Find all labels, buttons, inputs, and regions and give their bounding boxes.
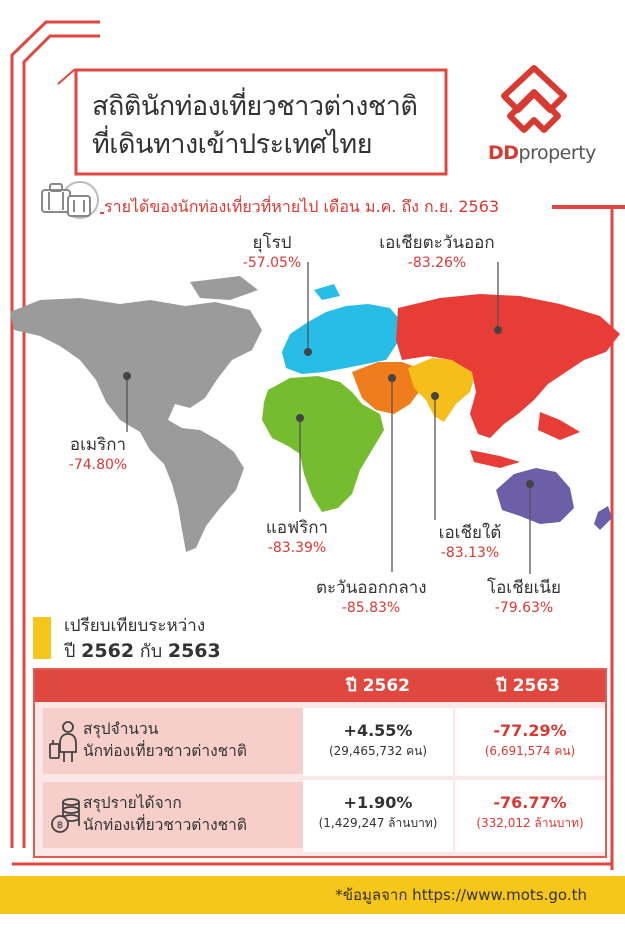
svg-text:฿: ฿ <box>57 820 63 831</box>
header-2563: ปี 2563 <box>495 676 561 696</box>
row-1-2563-value: -77.29% <box>493 721 567 740</box>
east-asia-name: เอเชียตะวันออก <box>379 233 495 253</box>
region-oceania-shape <box>496 468 574 524</box>
region-south-asia-shape <box>408 358 476 422</box>
traveler-icon <box>49 721 77 762</box>
row-2-2563-sub: (332,012 ล้านบาท) <box>476 816 584 830</box>
logo-property: property <box>518 142 597 164</box>
south-asia-name: เอเชียใต้ <box>438 523 502 543</box>
row-2-label-1: สรุปรายได้จาก <box>83 794 182 812</box>
row-label-revenue: ฿ สรุปรายได้จาก นักท่องเที่ยวชาวต่างชาติ <box>43 782 305 848</box>
title-line-1: สถิตินักท่องเที่ยวชาวต่างชาติ <box>92 91 418 122</box>
region-middle-east-shape <box>352 362 422 414</box>
header-2562: ปี 2562 <box>345 676 411 696</box>
compare-line-1: เปรียบเทียบระหว่าง <box>64 616 206 636</box>
label-america: อเมริกา -74.80% <box>56 434 140 475</box>
row-2-label-2: นักท่องเที่ยวชาวต่างชาติ <box>83 816 247 834</box>
world-map <box>10 276 620 552</box>
row-2-2562: +1.90% (1,429,247 ล้านบาท) <box>303 780 453 852</box>
middle-east-name: ตะวันออกกลาง <box>316 578 427 598</box>
label-south-asia: เอเชียใต้ -83.13% <box>428 522 512 563</box>
row-2-2563-value: -76.77% <box>493 793 567 812</box>
east-asia-pct: -83.26% <box>407 255 467 271</box>
compare-line-2: ปี 2562 กับ 2563 <box>64 636 221 665</box>
coins-icon: ฿ <box>51 798 80 833</box>
row-label-tourists: สรุปจำนวน นักท่องเที่ยวชาวต่างชาติ <box>43 708 305 774</box>
row-2-2562-sub: (1,429,247 ล้านบาท) <box>318 816 438 830</box>
footer-bar: *ข้อมูลจาก https://www.mots.go.th <box>0 876 625 914</box>
logo-dd: DD <box>488 142 519 164</box>
region-east-asia-shape <box>396 294 620 438</box>
row-1-2563: -77.29% (6,691,574 คน) <box>455 708 605 776</box>
luggage-icon <box>41 181 99 219</box>
compare-year-2: 2563 <box>167 640 221 662</box>
region-europe-shape <box>282 304 400 374</box>
america-name: อเมริกา <box>69 435 127 455</box>
compare-year-1: 2562 <box>81 640 135 662</box>
middle-east-pct: -85.83% <box>341 600 401 616</box>
south-asia-pct: -83.13% <box>440 545 500 561</box>
region-africa-shape <box>262 376 384 512</box>
row-1-2562-sub: (29,465,732 คน) <box>328 744 428 758</box>
row-1-label-2: นักท่องเที่ยวชาวต่างชาติ <box>83 742 247 760</box>
row-1-label-1: สรุปจำนวน <box>83 720 159 738</box>
africa-pct: -83.39% <box>267 540 327 556</box>
label-east-asia: เอเชียตะวันออก -83.26% <box>372 232 502 273</box>
region-america-shape <box>10 298 262 552</box>
row-1-2562: +4.55% (29,465,732 คน) <box>303 708 453 776</box>
row-2-2562-value: +1.90% <box>343 793 413 812</box>
europe-pct: -57.05% <box>242 255 302 271</box>
compare-accent-bar <box>33 617 51 659</box>
row-1-2562-value: +4.55% <box>343 721 413 740</box>
label-africa: แอฟริกา -83.39% <box>254 517 340 558</box>
compare-joiner: กับ <box>139 641 163 662</box>
comparison-table: ปี 2562 ปี 2563 สรุปจำนวน นักท่องเที่ยวช… <box>33 668 607 858</box>
label-oceania: โอเชียเนีย -79.63% <box>474 577 574 618</box>
africa-name: แอฟริกา <box>265 518 329 538</box>
row-2-2563: -76.77% (332,012 ล้านบาท) <box>455 780 605 852</box>
europe-name: ยุโรป <box>252 233 292 253</box>
source-credit: *ข้อมูลจาก https://www.mots.go.th <box>335 886 587 904</box>
table-header: ปี 2562 ปี 2563 <box>35 670 605 702</box>
title-line-2: ที่เดินทางเข้าประเทศไทย <box>92 129 373 160</box>
logo-text: DDproperty <box>488 142 596 164</box>
revenue-heading: รายได้ของนักท่องเที่ยวที่หายไป เดือน ม.ค… <box>104 197 500 216</box>
label-middle-east: ตะวันออกกลาง -85.83% <box>316 577 427 618</box>
ddproperty-logo-icon <box>501 65 567 133</box>
label-europe: ยุโรป -57.05% <box>232 232 312 273</box>
america-pct: -74.80% <box>68 457 128 473</box>
row-1-2563-sub: (6,691,574 คน) <box>484 744 576 758</box>
oceania-pct: -79.63% <box>494 600 554 616</box>
oceania-name: โอเชียเนีย <box>486 578 562 598</box>
compare-prefix: ปี <box>64 641 76 662</box>
